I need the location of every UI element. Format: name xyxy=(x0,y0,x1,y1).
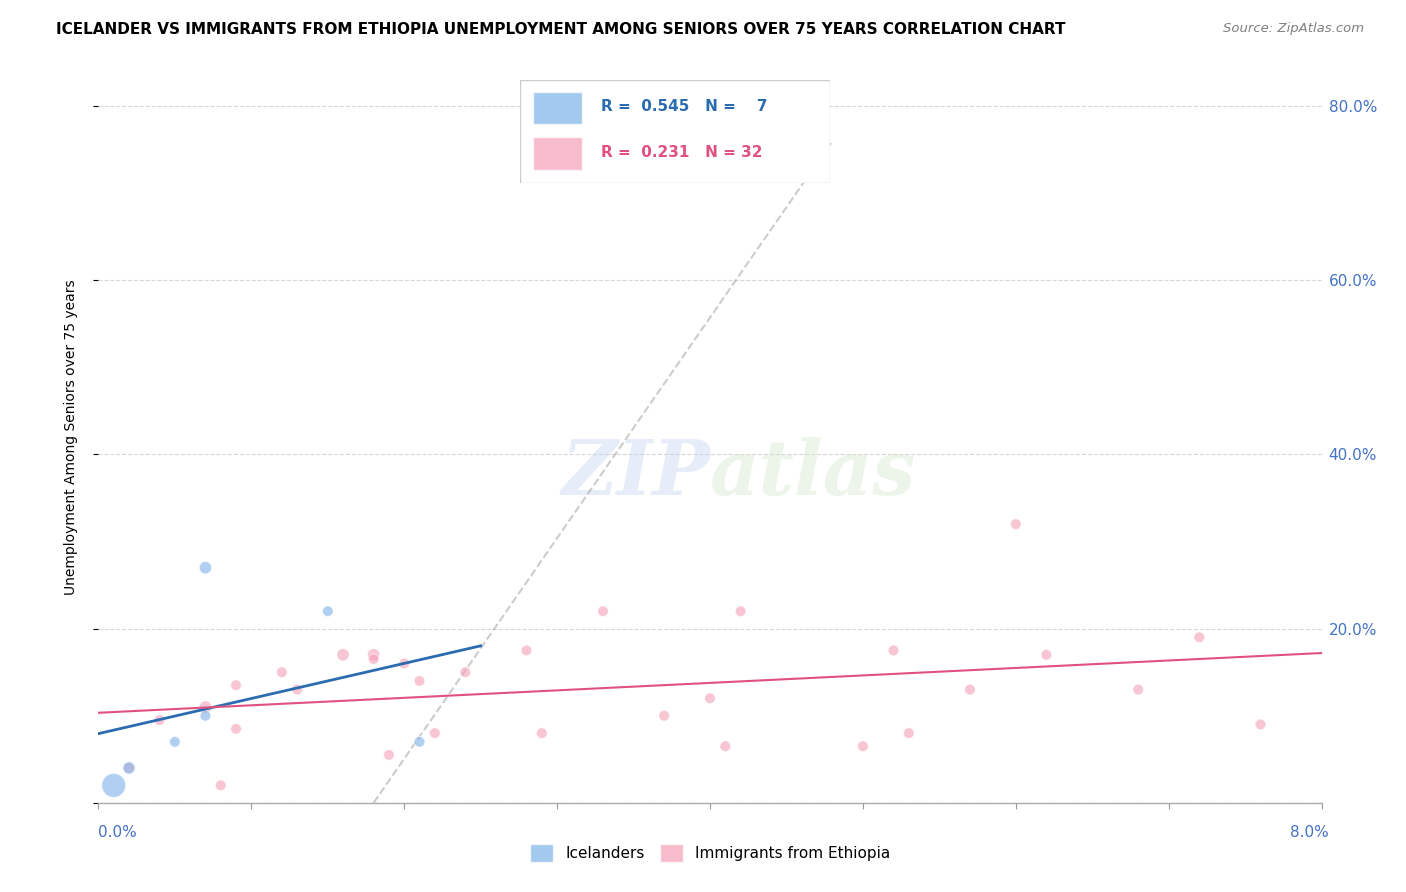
Point xyxy=(852,739,875,754)
Point xyxy=(1249,717,1271,731)
Point xyxy=(959,682,981,697)
Point xyxy=(408,673,430,688)
Point xyxy=(363,648,385,662)
FancyBboxPatch shape xyxy=(520,80,830,183)
Text: R =  0.231   N = 32: R = 0.231 N = 32 xyxy=(600,145,762,160)
Legend: Icelanders, Immigrants from Ethiopia: Icelanders, Immigrants from Ethiopia xyxy=(524,838,896,868)
Point xyxy=(392,657,416,671)
Point xyxy=(332,648,354,662)
Text: 8.0%: 8.0% xyxy=(1289,825,1329,840)
Point xyxy=(1188,631,1211,645)
Text: ICELANDER VS IMMIGRANTS FROM ETHIOPIA UNEMPLOYMENT AMONG SENIORS OVER 75 YEARS C: ICELANDER VS IMMIGRANTS FROM ETHIOPIA UN… xyxy=(56,22,1066,37)
Bar xyxy=(533,136,582,169)
Point xyxy=(714,739,737,754)
Point xyxy=(1128,682,1150,697)
Text: ZIP: ZIP xyxy=(561,437,710,510)
Point xyxy=(592,604,614,618)
Point xyxy=(270,665,294,680)
Point xyxy=(316,604,339,618)
Point xyxy=(730,604,752,618)
Point xyxy=(225,678,247,692)
Text: R =  0.545   N =    7: R = 0.545 N = 7 xyxy=(600,99,768,114)
Point xyxy=(363,652,385,666)
Bar xyxy=(533,92,582,124)
Point xyxy=(225,722,247,736)
Point xyxy=(883,643,905,657)
Point xyxy=(897,726,920,740)
Point xyxy=(1035,648,1057,662)
Point xyxy=(118,761,141,775)
Point xyxy=(699,691,721,706)
Point xyxy=(194,708,217,723)
Point xyxy=(194,560,217,574)
Point xyxy=(118,761,141,775)
Point xyxy=(454,665,477,680)
Point xyxy=(285,682,308,697)
Point xyxy=(378,747,401,762)
Point xyxy=(149,713,172,727)
Text: Source: ZipAtlas.com: Source: ZipAtlas.com xyxy=(1223,22,1364,36)
Point xyxy=(652,708,675,723)
Point xyxy=(194,700,217,714)
Point xyxy=(103,778,125,792)
Point xyxy=(516,643,538,657)
Point xyxy=(163,735,186,749)
Text: atlas: atlas xyxy=(710,437,917,510)
Point xyxy=(408,735,430,749)
Point xyxy=(423,726,446,740)
Text: 0.0%: 0.0% xyxy=(98,825,138,840)
Point xyxy=(1004,517,1026,532)
Point xyxy=(530,726,553,740)
Point xyxy=(209,778,232,792)
Y-axis label: Unemployment Among Seniors over 75 years: Unemployment Among Seniors over 75 years xyxy=(63,279,77,595)
